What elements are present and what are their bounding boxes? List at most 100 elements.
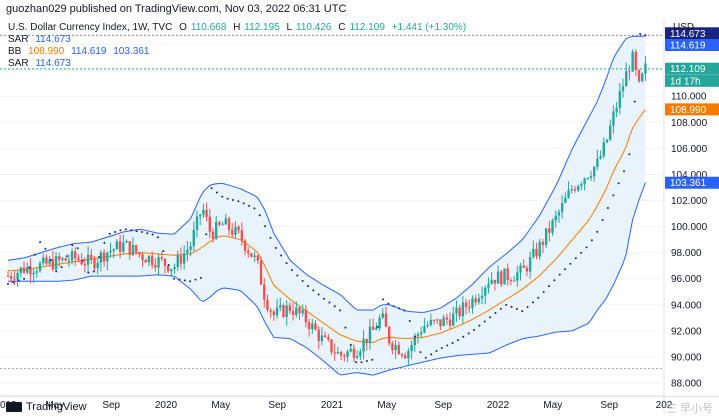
sar-dot — [585, 246, 588, 249]
x-tick-label: May — [211, 400, 230, 411]
candle-body — [474, 298, 477, 303]
candle-body — [589, 176, 593, 179]
sar-dot — [553, 279, 556, 282]
candle-body — [231, 229, 234, 235]
sar-dot — [231, 199, 234, 202]
legend-sar2-row[interactable]: SAR 114.673 — [8, 58, 470, 70]
candle-body — [346, 351, 349, 357]
candle-body — [541, 241, 545, 245]
candle-body — [375, 328, 378, 330]
candle-body — [291, 311, 295, 315]
candle-body — [570, 189, 573, 191]
candle-body — [317, 329, 320, 341]
candle-body — [343, 355, 346, 357]
candle-body — [560, 202, 564, 212]
sar-dot — [617, 182, 620, 185]
candle-body — [160, 257, 163, 259]
candle-body — [96, 262, 99, 269]
x-tick-label: 2020 — [155, 400, 178, 411]
sar-dot — [65, 255, 68, 258]
bb-upper-line — [7, 35, 646, 313]
candle-body — [253, 255, 256, 257]
candle-body — [29, 266, 32, 275]
price-label-box — [665, 176, 719, 189]
candle-body — [400, 354, 404, 356]
sar-dot — [151, 233, 154, 236]
price-label-box — [665, 27, 719, 40]
candle-body — [99, 252, 103, 263]
sar-dot — [264, 225, 267, 228]
sar-dot — [633, 100, 636, 103]
sar-dot — [564, 268, 567, 271]
candle-body — [256, 255, 260, 261]
symbol-title[interactable]: U.S. Dollar Currency Index, 1W, TVC — [8, 22, 173, 33]
candle-body — [45, 257, 48, 264]
sar-dot — [328, 301, 331, 304]
candle-body — [218, 222, 221, 225]
price-chart[interactable]: 88.000 90.000 92.000 94.000 96.000 98.000 100.… — [0, 18, 719, 414]
candle-body — [195, 216, 199, 230]
sar-dot — [12, 281, 15, 284]
x-tick-label: May — [543, 400, 562, 411]
candle-body — [429, 320, 433, 325]
candle-body — [362, 338, 365, 352]
high-value: 112.195 — [244, 22, 280, 33]
candle-body — [564, 197, 567, 203]
candle-body — [263, 284, 266, 300]
sar-dot — [274, 246, 277, 249]
sar-dot — [119, 229, 122, 232]
candle-body — [432, 320, 436, 322]
candle-body — [77, 258, 80, 260]
sar-dot — [515, 308, 518, 311]
sar-dot — [623, 170, 626, 173]
candle-body — [106, 252, 109, 262]
candle-body — [74, 251, 77, 259]
sar-value: 114.673 — [35, 34, 71, 45]
sar-dot — [446, 344, 449, 347]
candle-body — [442, 317, 445, 326]
candle-body — [496, 271, 500, 284]
sar-dot — [312, 289, 315, 292]
candle-body — [609, 125, 612, 140]
candle-body — [173, 267, 176, 269]
candle-body — [355, 356, 359, 358]
y-tick-label: 100.000 — [671, 222, 708, 233]
sar-dot — [430, 353, 433, 356]
sar-dot — [548, 285, 551, 288]
brand-name: TradingView — [26, 401, 87, 413]
candle-body — [141, 254, 144, 260]
candle-body — [576, 186, 580, 191]
low-label: L — [286, 22, 293, 33]
legend-bb-row[interactable]: BB 108.990 114.619 103.361 — [8, 46, 470, 58]
tradingview-logo[interactable]: TradingView — [6, 401, 87, 413]
candle-body — [131, 245, 135, 255]
candle-body — [323, 335, 327, 338]
candle-body — [211, 231, 215, 239]
candle-body — [592, 166, 596, 177]
candle-body — [339, 352, 343, 356]
candle-body — [618, 91, 622, 108]
price-label-box — [665, 39, 719, 52]
legend-sar-row[interactable]: SAR 114.673 — [8, 34, 470, 46]
high-label: H — [233, 22, 241, 33]
sar-dot — [398, 307, 401, 310]
y-tick-label: 106.000 — [671, 144, 708, 155]
candle-body — [122, 242, 125, 252]
candle-body — [621, 86, 625, 92]
candle-body — [403, 355, 407, 359]
candle-body — [240, 230, 244, 241]
candle-body — [109, 250, 112, 253]
sar-dot — [306, 285, 309, 288]
candle-body — [243, 240, 247, 251]
sar-dot — [478, 324, 481, 327]
candle-body — [189, 246, 192, 250]
sar-dot — [178, 278, 181, 281]
sar-dot — [489, 316, 492, 319]
candle-body — [458, 307, 461, 317]
candle-body — [48, 259, 51, 264]
sar-dot — [414, 335, 417, 338]
candle-body — [599, 156, 602, 159]
candle-body — [407, 351, 410, 359]
sar-dot — [596, 230, 599, 233]
candle-body — [51, 259, 55, 270]
